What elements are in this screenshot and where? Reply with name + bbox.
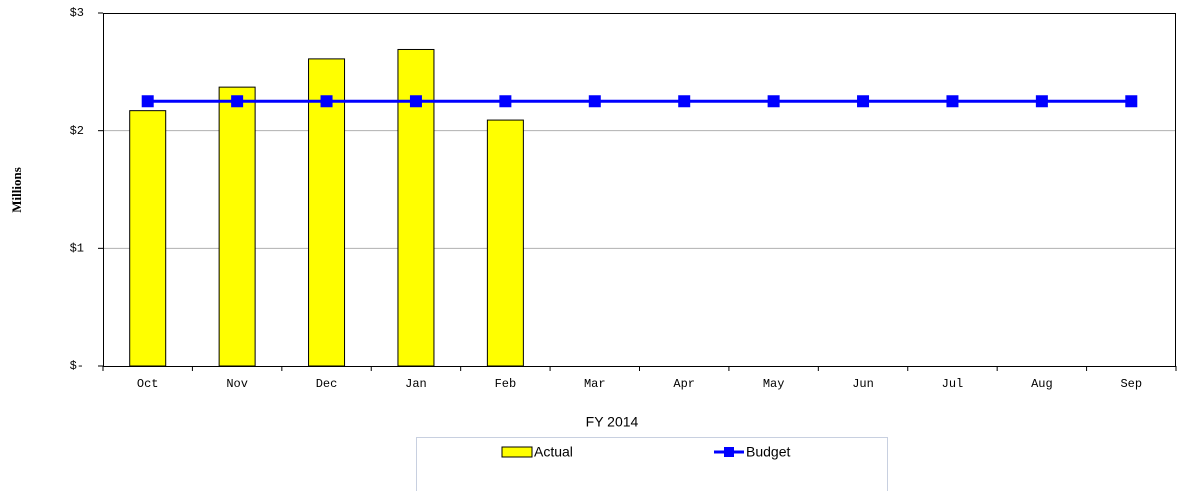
x-tick-label: Mar [584, 377, 606, 391]
line-marker [678, 95, 691, 108]
line-marker [409, 95, 422, 108]
y-tick-label: $2 [70, 124, 84, 138]
legend-box [416, 437, 888, 491]
x-tick-label: Apr [673, 377, 695, 391]
y-tick-label: $- [70, 359, 84, 373]
line-marker [320, 95, 333, 108]
line-marker [946, 95, 959, 108]
line-marker [767, 95, 780, 108]
line-marker [499, 95, 512, 108]
y-axis-label: Millions [9, 167, 24, 213]
x-tick-label: Nov [226, 377, 248, 391]
x-tick-label: Aug [1031, 377, 1053, 391]
line-marker [141, 95, 154, 108]
legend-swatch [501, 446, 533, 458]
x-axis-label: FY 2014 [586, 414, 639, 430]
bar [129, 110, 167, 367]
bar [218, 86, 256, 367]
x-tick-label: Dec [316, 377, 338, 391]
y-tick-label: $1 [70, 242, 84, 256]
line-marker [231, 95, 244, 108]
x-tick-label: Jan [405, 377, 427, 391]
x-tick-label: Oct [137, 377, 159, 391]
y-tick-label: $3 [70, 6, 84, 20]
x-tick-label: Sep [1120, 377, 1142, 391]
legend-label: Budget [746, 444, 790, 460]
line-marker [588, 95, 601, 108]
line-marker [857, 95, 870, 108]
line-marker [1035, 95, 1048, 108]
x-tick-label: Feb [495, 377, 517, 391]
legend-label: Actual [534, 444, 573, 460]
x-tick-label: May [763, 377, 785, 391]
line-marker [1125, 95, 1138, 108]
x-tick-label: Jul [942, 377, 964, 391]
x-tick-label: Jun [852, 377, 874, 391]
legend-marker [724, 447, 734, 457]
bar [308, 58, 346, 367]
bar [486, 119, 524, 367]
